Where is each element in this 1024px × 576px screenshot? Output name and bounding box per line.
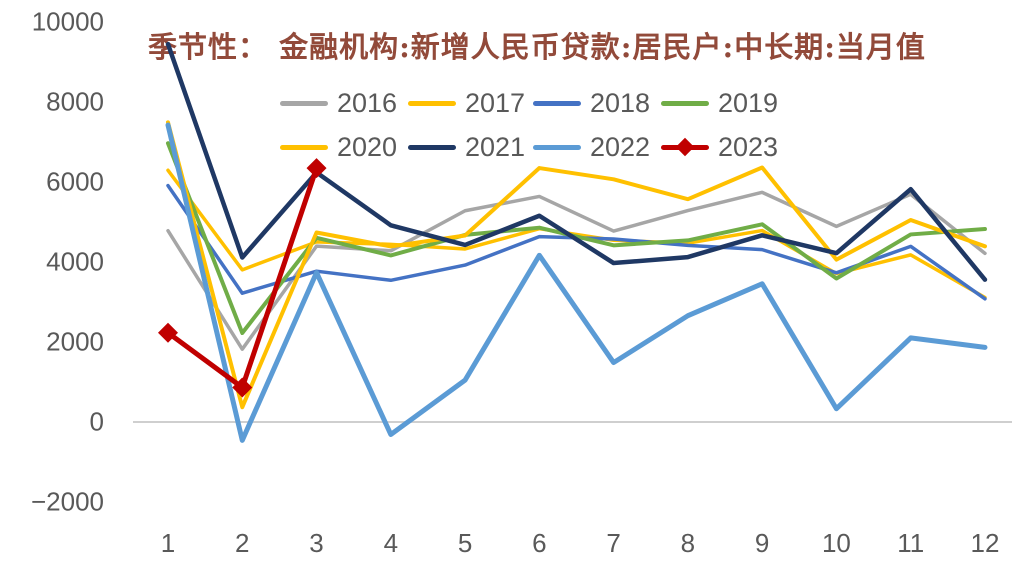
x-axis-tick-7: 7 bbox=[606, 528, 621, 558]
x-axis-tick-11: 11 bbox=[897, 528, 925, 558]
x-axis-tick-3: 3 bbox=[309, 528, 324, 558]
legend-swatch-2020 bbox=[280, 144, 328, 150]
x-axis-tick-6: 6 bbox=[532, 528, 547, 558]
y-axis-tick-0: 0 bbox=[89, 406, 104, 437]
series-line-2019 bbox=[166, 141, 987, 335]
series-line-2022 bbox=[165, 122, 988, 443]
legend-swatch-2019 bbox=[661, 100, 709, 106]
legend-swatch-2023 bbox=[661, 137, 709, 157]
legend-item-2020: 2020 bbox=[280, 131, 398, 162]
legend-item-2018: 2018 bbox=[533, 87, 651, 118]
series-line-2021 bbox=[165, 41, 988, 282]
legend-item-2016: 2016 bbox=[280, 87, 398, 118]
series-marker-diamond-2023-m2 bbox=[232, 377, 253, 398]
series-line-2020 bbox=[166, 120, 987, 410]
x-axis-tick-10: 10 bbox=[821, 528, 851, 558]
x-axis-tick-5: 5 bbox=[457, 528, 473, 558]
series-marker-diamond-2023-m3 bbox=[306, 158, 327, 179]
legend-item-2023: 2023 bbox=[661, 131, 779, 162]
legend-label-2022: 2022 bbox=[590, 131, 651, 162]
legend-item-2022: 2022 bbox=[533, 131, 651, 162]
legend-swatch-2022 bbox=[533, 144, 581, 150]
x-axis-tick-2: 2 bbox=[235, 528, 250, 558]
legend-swatch-2021 bbox=[408, 144, 456, 150]
y-axis-tick--2000: −2000 bbox=[30, 486, 104, 517]
legend-label-2016: 2016 bbox=[337, 87, 398, 118]
legend-swatch-2017 bbox=[408, 100, 456, 106]
y-axis-tick-10000: 10000 bbox=[31, 6, 104, 37]
legend-item-2017: 2017 bbox=[408, 87, 526, 118]
legend-swatch-2016 bbox=[280, 100, 328, 106]
legend-diamond-icon bbox=[675, 137, 695, 157]
series-marker-diamond-2023-m1 bbox=[158, 322, 178, 343]
legend-swatch-2018 bbox=[533, 100, 581, 106]
legend-label-2023: 2023 bbox=[718, 131, 779, 162]
x-axis-tick-8: 8 bbox=[680, 528, 696, 558]
y-axis-tick-6000: 6000 bbox=[46, 166, 104, 197]
x-axis-tick-9: 9 bbox=[754, 528, 770, 558]
x-axis-tick-12: 12 bbox=[970, 528, 1000, 558]
chart-title: 季节性： 金融机构:新增人民币贷款:居民户:中长期:当月值 bbox=[148, 30, 926, 64]
legend-item-2019: 2019 bbox=[661, 87, 779, 118]
y-axis-tick-2000: 2000 bbox=[46, 326, 104, 357]
legend-label-2017: 2017 bbox=[465, 87, 526, 118]
legend-label-2021: 2021 bbox=[465, 131, 526, 162]
y-axis-tick-4000: 4000 bbox=[46, 246, 104, 277]
legend-label-2020: 2020 bbox=[337, 131, 398, 162]
legend-label-2019: 2019 bbox=[718, 87, 779, 118]
x-axis-tick-1: 1 bbox=[160, 528, 176, 558]
legend-item-2021: 2021 bbox=[408, 131, 526, 162]
legend-label-2018: 2018 bbox=[590, 87, 651, 118]
x-axis-tick-4: 4 bbox=[383, 528, 399, 558]
y-axis-tick-8000: 8000 bbox=[46, 86, 104, 117]
